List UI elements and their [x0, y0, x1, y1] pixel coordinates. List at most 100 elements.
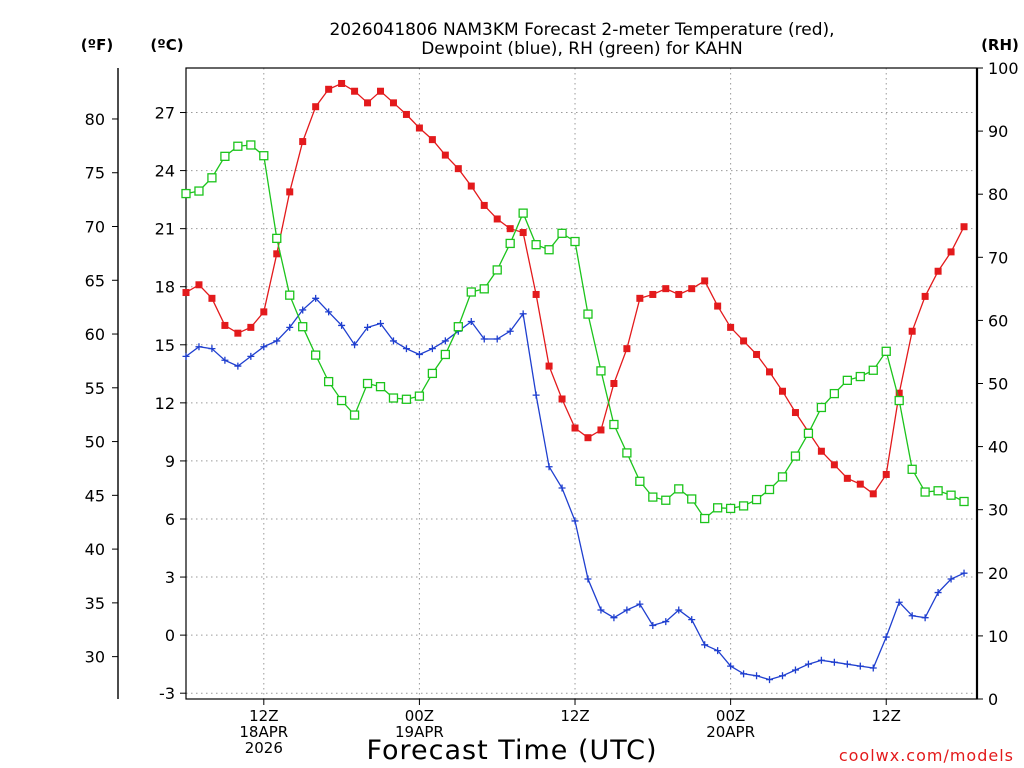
rh-line [185, 144, 965, 520]
temperature-point [778, 387, 786, 395]
temperature-point [351, 87, 359, 95]
rh-point [466, 287, 476, 297]
x-tick-label: 12Z [560, 707, 589, 725]
c-tick-label: 24 [155, 162, 175, 181]
plot-frame [185, 67, 978, 700]
temperature-point [493, 215, 501, 223]
rh-point [336, 395, 347, 406]
rh-tick-label: 20 [988, 564, 1008, 583]
temperature-point [195, 281, 203, 289]
temperature-point [869, 490, 877, 498]
c-tick-label: 6 [165, 510, 175, 529]
dewpoint-point [856, 662, 864, 670]
rh-point [531, 240, 541, 250]
temperature-point [830, 461, 838, 469]
temperature-point [260, 308, 268, 316]
rh-point [829, 388, 840, 399]
temperature-point [182, 289, 190, 297]
temperature-point [299, 138, 307, 146]
celsius-unit-label: (ºC) [150, 36, 183, 54]
temperature-point [428, 136, 436, 144]
dewpoint-point [195, 343, 203, 351]
dewpoint-point [701, 641, 709, 649]
dewpoint-point [688, 616, 696, 624]
f-tick-label: 50 [85, 433, 105, 452]
rh-point [868, 365, 878, 375]
dewpoint-point [817, 656, 825, 664]
rh-point [570, 236, 580, 247]
dewpoint-point [299, 306, 307, 314]
rh-point [609, 419, 619, 430]
x-tick-label: 18APR [239, 723, 288, 741]
x-tick-label: 2026 [245, 739, 283, 757]
dewpoint-point [649, 621, 657, 629]
temperature-point [454, 165, 462, 173]
rh-point [894, 395, 904, 406]
axes [112, 67, 983, 705]
rh-point [414, 391, 425, 401]
rh-point [803, 428, 814, 438]
temperature-point [701, 277, 709, 285]
rh-point [388, 393, 399, 403]
temperature-point [727, 323, 735, 331]
dewpoint-point [727, 662, 735, 670]
temperature-point [286, 188, 294, 196]
temperature-point [571, 424, 579, 432]
rh-point [700, 513, 710, 524]
dewpoint-point [325, 308, 333, 316]
temperature-point [960, 223, 968, 231]
rh-point [311, 350, 321, 360]
dewpoint-point [597, 606, 605, 614]
rh-point [323, 376, 334, 387]
rh-point [492, 265, 502, 275]
f-tick-label: 55 [85, 379, 105, 398]
dewpoint-point [532, 391, 540, 399]
temperature-point [688, 285, 696, 293]
rh-point [362, 378, 373, 389]
rh-point [246, 140, 256, 150]
rh-point [505, 238, 515, 249]
rh-point [349, 410, 360, 420]
temperature-point [545, 362, 553, 370]
temperature-point [856, 480, 864, 488]
temperature-point [636, 294, 644, 302]
temperature-point [908, 327, 916, 335]
rh-point [453, 322, 463, 332]
dewpoint-point [273, 337, 281, 345]
temperature-point [325, 85, 333, 93]
f-tick-label: 75 [85, 164, 105, 183]
dewpoint-point [364, 323, 372, 331]
rh-point [181, 188, 191, 199]
rh-point [777, 472, 788, 482]
temperature-point [480, 201, 488, 209]
temperature-point [506, 225, 514, 233]
f-tick-label: 65 [85, 271, 105, 290]
rh-point [427, 368, 438, 379]
rh-point [687, 494, 697, 504]
temperature-point [377, 87, 385, 95]
rh-point [959, 496, 969, 507]
rh-point [790, 451, 801, 461]
rh-point [661, 495, 671, 505]
chart-title-line2: Dewpoint (blue), RH (green) for KAHN [421, 39, 743, 59]
dewpoint-point [791, 666, 799, 674]
temperature-series [182, 79, 968, 498]
dewpoint-point [766, 676, 774, 684]
dewpoint-point [402, 345, 410, 353]
rh-point [401, 394, 412, 404]
f-tick-label: 80 [85, 110, 105, 129]
x-tick-label: 00Z [405, 707, 434, 725]
temperature-point [921, 292, 929, 300]
dewpoint-point [740, 670, 748, 678]
rh-point [674, 484, 684, 494]
rh-tick-label: 40 [988, 438, 1008, 457]
fahrenheit-unit-label: (ºF) [81, 36, 113, 54]
temperature-point [312, 103, 320, 111]
temperature-point [247, 323, 255, 331]
f-tick-label: 40 [85, 540, 105, 559]
temperature-point [389, 99, 397, 107]
dewpoint-point [558, 484, 566, 492]
dewpoint-point [480, 335, 488, 343]
rh-point [725, 503, 736, 514]
temperature-point [753, 350, 761, 358]
